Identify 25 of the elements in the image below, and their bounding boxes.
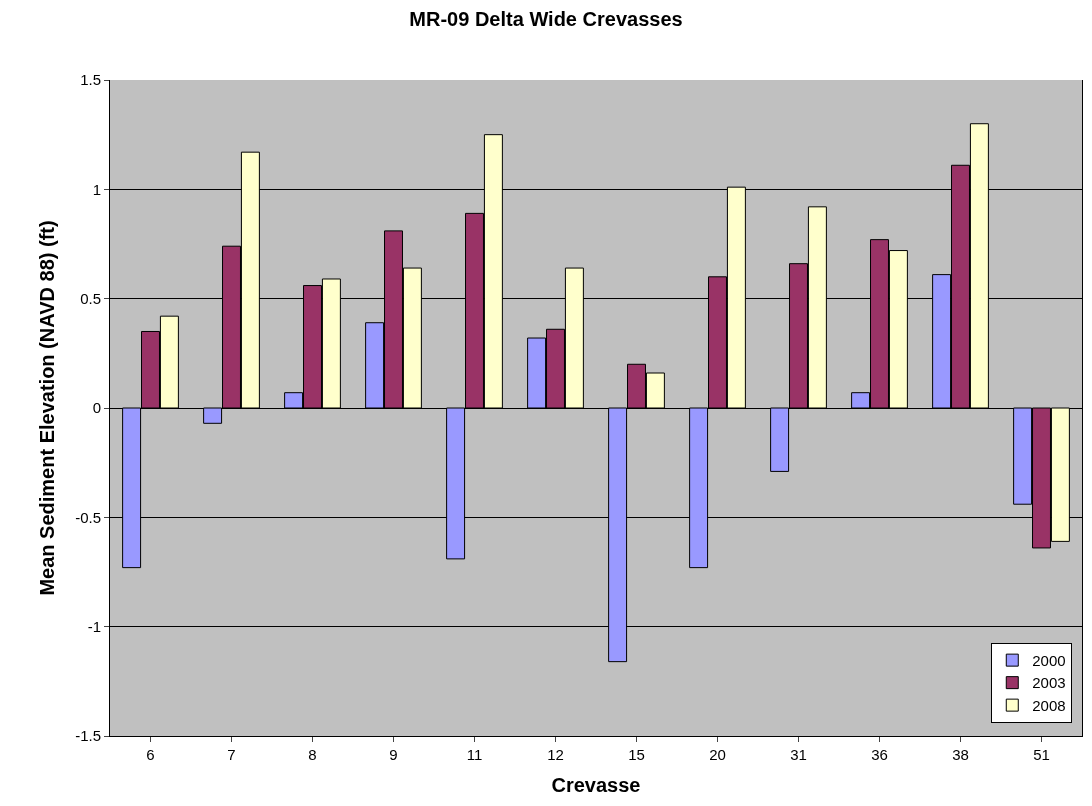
x-tick-label: 6	[146, 746, 155, 763]
x-tick-label: 38	[952, 746, 969, 763]
x-tick-label: 8	[308, 746, 317, 763]
legend-label: 2008	[1032, 696, 1066, 714]
x-tick-label: 12	[547, 746, 564, 763]
x-tick-label: 9	[389, 746, 398, 763]
x-tick-label: 11	[466, 746, 483, 763]
x-tick-label: 20	[709, 746, 726, 763]
legend-label: 2000	[1032, 651, 1066, 669]
x-tick-label: 15	[628, 746, 645, 763]
x-tick-label: 51	[1033, 746, 1050, 763]
y-axis-title: Mean Sediment Elevation (NAVD 88) (ft)	[35, 220, 58, 596]
y-tick-label: 1	[92, 180, 101, 198]
x-tick-label: 7	[227, 746, 236, 763]
legend-label: 2003	[1032, 674, 1066, 692]
y-tick-label: 0	[92, 399, 101, 417]
x-tick-label: 31	[790, 746, 807, 763]
y-tick-label: -1	[87, 617, 101, 635]
y-tick-label: -1.5	[75, 727, 101, 745]
y-tick-label: 0.5	[80, 289, 101, 307]
y-tick-label: -0.5	[75, 508, 101, 526]
chart-title: MR-09 Delta Wide Crevasses	[409, 8, 683, 31]
x-axis-title: Crevasse	[551, 773, 641, 796]
y-tick-label: 1.5	[80, 71, 101, 89]
x-tick-label: 36	[871, 746, 888, 763]
